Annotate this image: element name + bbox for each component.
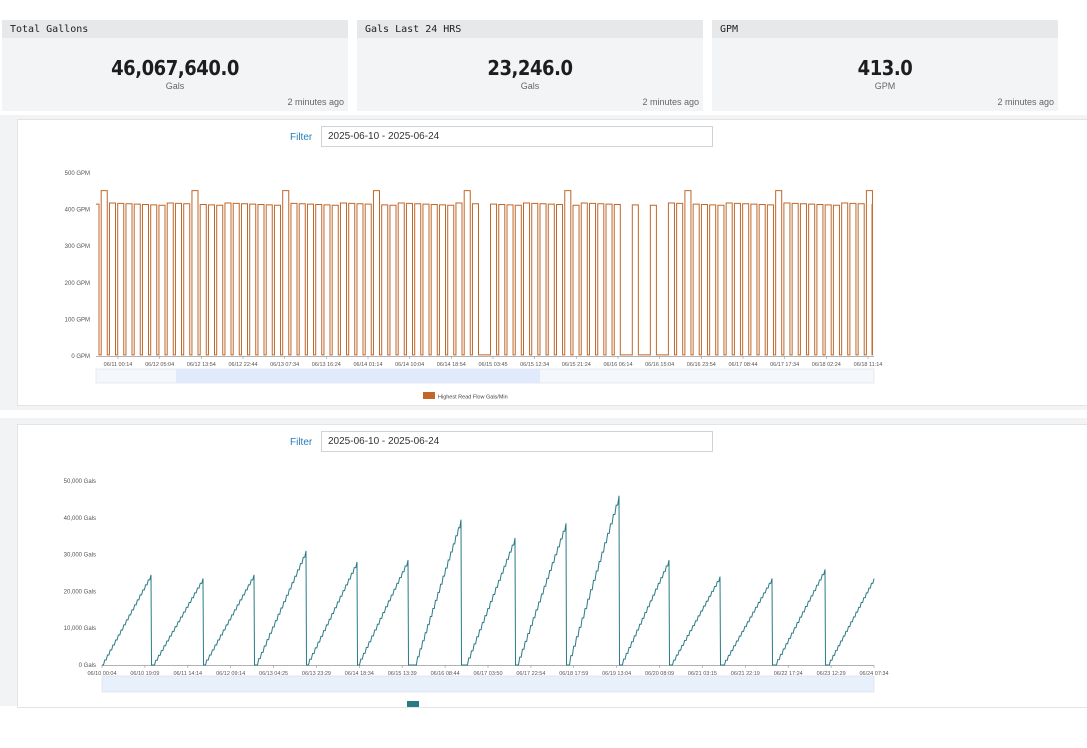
y-tick-label: 200 GPM: [65, 281, 90, 287]
card-title: GPM: [712, 20, 1058, 38]
card-value: 413.0: [857, 56, 913, 80]
legend-label: Highest Read Flow Gals/Min: [438, 395, 508, 401]
card-title: Gals Last 24 HRS: [357, 20, 703, 38]
x-tick-label: 06/11 14:14: [173, 671, 202, 677]
x-tick-label: 06/17 17:34: [770, 362, 799, 368]
x-tick-label: 06/21 03:15: [688, 671, 717, 677]
x-tick-label: 06/18 17:59: [559, 671, 588, 677]
card-value: 23,246.0: [487, 56, 573, 80]
card-timestamp: 2 minutes ago: [642, 97, 699, 107]
y-tick-label: 20,000 Gals: [64, 589, 96, 595]
totalizer-chart: 0 Gals 10,000 Gals 20,000 Gals 30,000 Gals 4…: [64, 479, 889, 707]
y-tick-label: 30,000 Gals: [64, 553, 96, 559]
x-tick-label: 06/13 16:24: [312, 362, 341, 368]
x-tick-label: 06/23 12:29: [817, 671, 846, 677]
x-tick-label: 06/20 08:09: [645, 671, 674, 677]
x-tick-label: 06/12 22:44: [228, 362, 257, 368]
x-tick-label: 06/18 02:24: [812, 362, 841, 368]
x-tick-label: 06/12 13:54: [187, 362, 216, 368]
x-tick-label: 06/12 09:14: [216, 671, 245, 677]
card-gals-last-24: Gals Last 24 HRS 23,246.0 Gals 2 minutes…: [357, 20, 703, 111]
date-range-input[interactable]: 2025-06-10 - 2025-06-24: [321, 431, 713, 452]
x-tick-label: 06/17 03:50: [473, 671, 502, 677]
x-tick-label: 06/16 06:14: [603, 362, 632, 368]
y-tick-label: 10,000 Gals: [64, 626, 96, 632]
flow-chart-panel: Filter 2025-06-10 - 2025-06-24 0 GPM 100 …: [17, 119, 1087, 406]
y-tick-label: 100 GPM: [65, 317, 90, 323]
card-gpm: GPM 413.0 GPM 2 minutes ago: [712, 20, 1058, 111]
card-unit: Gals: [165, 81, 185, 91]
x-tick-label: 06/13 04:25: [259, 671, 288, 677]
x-tick-label: 06/14 01:14: [353, 362, 382, 368]
x-tick-label: 06/14 10:04: [395, 362, 424, 368]
filter-label: Filter: [290, 437, 313, 448]
y-tick-label: 300 GPM: [65, 244, 90, 250]
x-tick-label: 06/16 23:54: [687, 362, 716, 368]
y-tick-label: 40,000 Gals: [64, 516, 96, 522]
zoom-slider-track: [101, 675, 875, 693]
flow-chart: 0 GPM 100 GPM 200 GPM 300 GPM 400 GPM 500 GPM…: [65, 171, 883, 401]
y-tick-label: 0 Gals: [79, 663, 96, 669]
y-tick-label: 500 GPM: [65, 171, 90, 177]
x-tick-label: 06/12 05:04: [145, 362, 174, 368]
flow-series-line: [96, 190, 873, 356]
x-tick-label: 06/10 19:09: [130, 671, 159, 677]
x-tick-label: 06/16 15:04: [645, 362, 674, 368]
card-title: Total Gallons: [2, 20, 348, 38]
x-tick-label: 06/15 13:39: [388, 671, 417, 677]
card-unit: GPM: [874, 81, 896, 91]
legend-swatch: [423, 392, 435, 399]
total-series-line: [102, 495, 875, 666]
x-tick-label: 06/21 22:19: [731, 671, 760, 677]
x-tick-label: 06/22 17:24: [774, 671, 803, 677]
x-tick-label: 06/13 07:34: [270, 362, 299, 368]
y-tick-label: 400 GPM: [65, 208, 90, 214]
date-range-input[interactable]: 2025-06-10 - 2025-06-24: [321, 126, 713, 147]
card-total-gallons: Total Gallons 46,067,640.0 Gals 2 minute…: [2, 20, 348, 111]
y-tick-label: 50,000 Gals: [64, 479, 96, 485]
x-tick-label: 06/16 08:44: [431, 671, 460, 677]
x-tick-label: 06/15 12:34: [520, 362, 549, 368]
card-value: 46,067,640.0: [111, 56, 239, 80]
card-timestamp: 2 minutes ago: [997, 97, 1054, 107]
filter-label: Filter: [290, 132, 313, 143]
card-timestamp: 2 minutes ago: [287, 97, 344, 107]
y-tick-label: 0 GPM: [71, 354, 90, 360]
x-tick-label: 06/15 03:45: [478, 362, 507, 368]
zoom-slider-window: [176, 369, 540, 383]
x-tick-label: 06/14 18:34: [345, 671, 374, 677]
x-tick-label: 06/11 00:14: [104, 362, 133, 368]
x-tick-label: 06/10 00:04: [87, 671, 116, 677]
card-unit: Gals: [520, 81, 540, 91]
x-tick-label: 06/14 18:54: [437, 362, 466, 368]
x-tick-label: 06/19 13:04: [602, 671, 631, 677]
x-tick-label: 06/24 07:34: [859, 671, 888, 677]
legend-swatch: [407, 701, 419, 707]
x-tick-label: 06/18 11:14: [854, 362, 883, 368]
x-tick-label: 06/15 21:24: [562, 362, 591, 368]
x-tick-label: 06/17 22:54: [516, 671, 545, 677]
x-tick-label: 06/17 08:44: [728, 362, 757, 368]
total-chart-panel: Filter 2025-06-10 - 2025-06-24 0 Gals 10,…: [17, 424, 1087, 708]
x-tick-label: 06/13 23:29: [302, 671, 331, 677]
